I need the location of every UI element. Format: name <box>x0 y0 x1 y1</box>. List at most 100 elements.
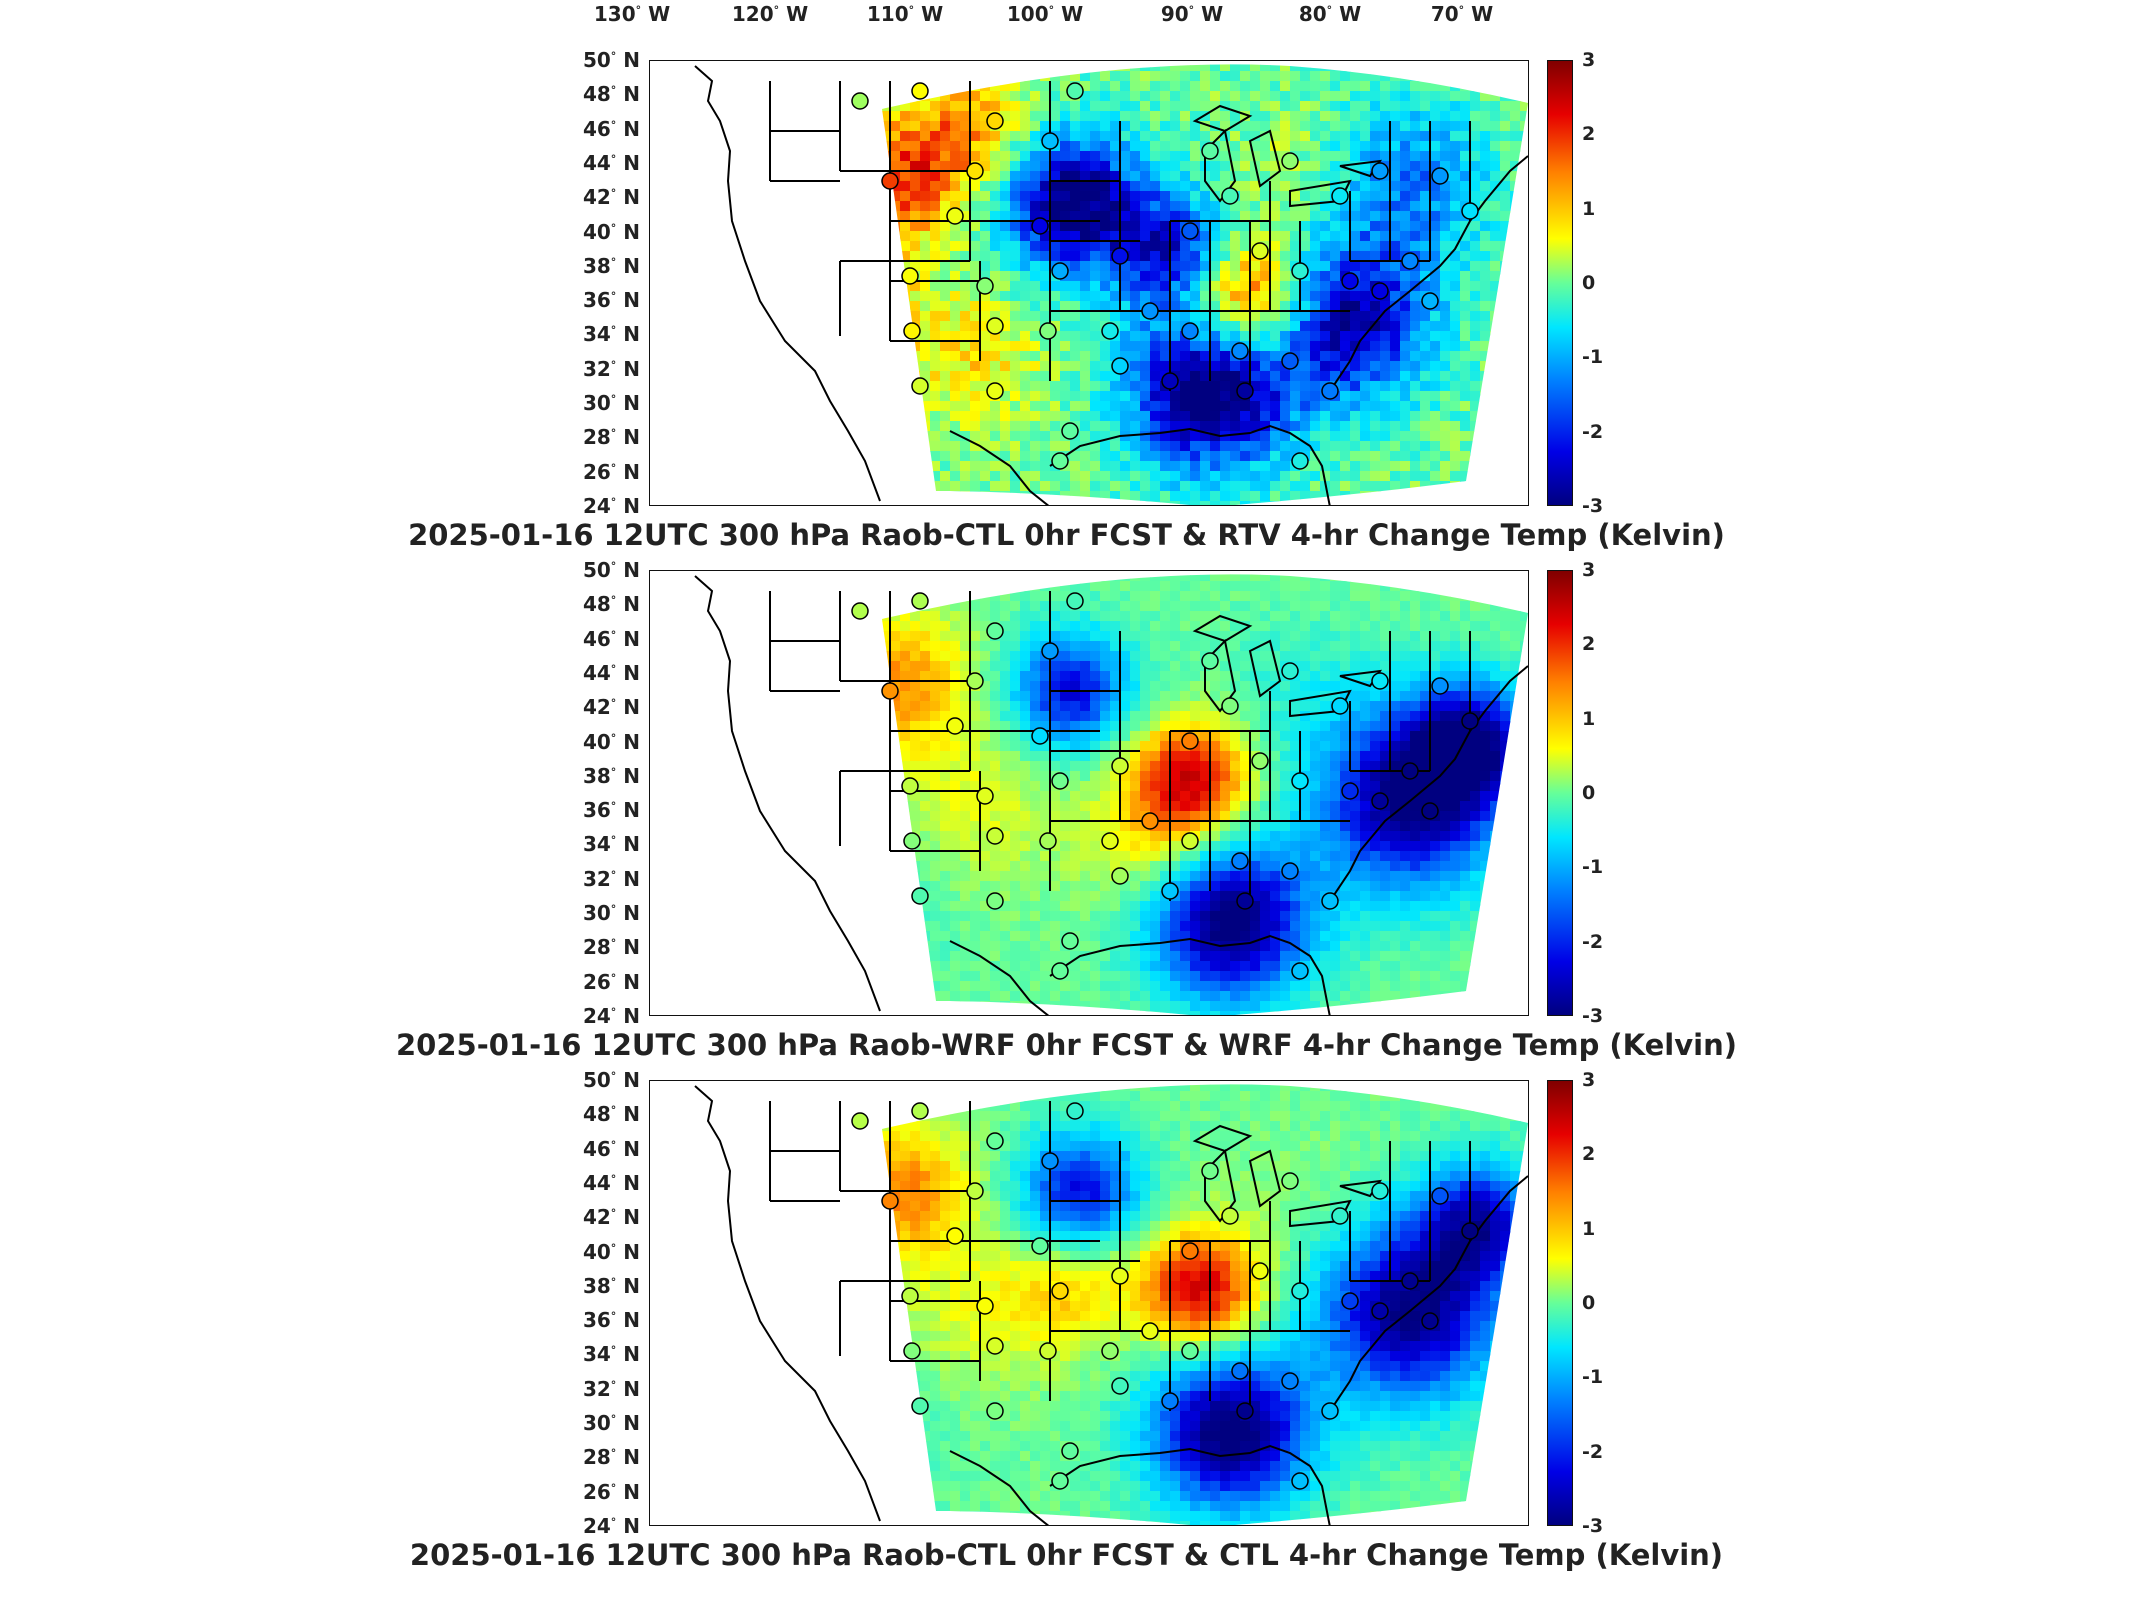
station-marker <box>1111 247 1129 265</box>
latitude-tick-label: 24° N <box>582 494 640 518</box>
longitude-tick-label: 130° W <box>593 2 671 26</box>
station-marker <box>911 1102 929 1120</box>
station-marker <box>903 1342 921 1360</box>
station-marker <box>1401 762 1419 780</box>
latitude-tick-label: 24° N <box>582 1514 640 1538</box>
colorbar-tick-label: -3 <box>1582 1515 1604 1537</box>
station-marker <box>851 1112 869 1130</box>
station-marker <box>1181 732 1199 750</box>
temperature-field-map <box>694 64 1528 505</box>
raob-stations <box>851 592 1479 980</box>
latitude-tick-label: 42° N <box>582 185 640 210</box>
longitude-tick-label: 90° W <box>1160 2 1224 26</box>
station-marker <box>1461 202 1479 220</box>
map-plot-area <box>649 570 1529 1016</box>
latitude-tick-label: 40° N <box>582 219 640 244</box>
station-marker <box>1236 892 1254 910</box>
longitude-tick-label: 120° W <box>731 2 809 26</box>
station-marker <box>1281 152 1299 170</box>
station-marker <box>903 322 921 340</box>
station-marker <box>1221 187 1239 205</box>
station-marker <box>1066 1102 1084 1120</box>
station-marker <box>1251 242 1269 260</box>
longitude-tick-label: 100° W <box>1006 2 1084 26</box>
station-marker <box>1281 862 1299 880</box>
latitude-tick-label: 30° N <box>582 901 640 926</box>
station-marker <box>851 92 869 110</box>
latitude-tick-label: 28° N <box>582 1445 640 1470</box>
temperature-field-map <box>694 574 1528 1015</box>
station-marker <box>1051 1282 1069 1300</box>
station-marker <box>1041 1152 1059 1170</box>
colorbar <box>1547 570 1573 1016</box>
station-marker <box>1371 282 1389 300</box>
colorbar-tick-label: 3 <box>1582 1069 1596 1091</box>
station-marker <box>1291 452 1309 470</box>
latitude-tick-label: 32° N <box>582 1376 640 1401</box>
station-marker <box>1321 892 1339 910</box>
station-marker <box>966 162 984 180</box>
station-marker <box>1141 812 1159 830</box>
latitude-tick-label: 38° N <box>582 1273 640 1298</box>
latitude-tick-label: 28° N <box>582 425 640 450</box>
station-marker <box>1101 322 1119 340</box>
station-marker <box>1371 1182 1389 1200</box>
station-marker <box>1061 1442 1079 1460</box>
latitude-tick-label: 34° N <box>582 1342 640 1367</box>
station-marker <box>1061 932 1079 950</box>
latitude-tick-label: 26° N <box>582 459 640 484</box>
station-marker <box>1111 867 1129 885</box>
station-marker <box>1341 272 1359 290</box>
station-marker <box>1101 1342 1119 1360</box>
station-marker <box>1291 1282 1309 1300</box>
latitude-tick-label: 26° N <box>582 1479 640 1504</box>
station-marker <box>1181 1242 1199 1260</box>
colorbar-tick-label: 0 <box>1582 1292 1596 1314</box>
latitude-tick-label: 48° N <box>582 592 640 617</box>
latitude-tick-label: 50° N <box>582 1068 640 1092</box>
station-marker <box>1031 727 1049 745</box>
political-boundaries <box>694 575 1528 1015</box>
colorbar-tick-label: -2 <box>1582 420 1604 443</box>
station-marker <box>986 382 1004 400</box>
longitude-tick-label: 70° W <box>1430 2 1494 26</box>
station-marker <box>1161 882 1179 900</box>
station-marker <box>1421 1312 1439 1330</box>
latitude-tick-label: 36° N <box>582 288 640 313</box>
station-marker <box>1281 1372 1299 1390</box>
latitude-tick-label: 44° N <box>582 660 640 685</box>
map-plot-area <box>649 1080 1529 1526</box>
station-marker <box>976 1297 994 1315</box>
station-marker <box>1141 302 1159 320</box>
station-marker <box>1161 1392 1179 1410</box>
station-marker <box>1041 642 1059 660</box>
station-marker <box>1051 1472 1069 1490</box>
station-marker <box>911 377 929 395</box>
colorbar-tick-label: 1 <box>1582 1217 1596 1240</box>
latitude-tick-label: 48° N <box>582 82 640 107</box>
latitude-tick-label: 40° N <box>582 1239 640 1264</box>
panel-caption: 2025-01-16 12UTC 300 hPa Raob-CTL 0hr FC… <box>409 1538 1724 1572</box>
station-marker <box>1181 1342 1199 1360</box>
station-marker <box>1039 322 1057 340</box>
station-marker <box>1231 1362 1249 1380</box>
station-marker <box>1066 82 1084 100</box>
station-marker <box>1031 1237 1049 1255</box>
colorbar-tick-label: -3 <box>1582 1005 1604 1027</box>
colorbar-tick-label: -1 <box>1582 346 1604 369</box>
station-marker <box>986 317 1004 335</box>
station-marker <box>946 1227 964 1245</box>
station-marker <box>1181 222 1199 240</box>
colorbar-tick-label: 1 <box>1582 197 1596 220</box>
station-marker <box>976 787 994 805</box>
station-marker <box>1331 1207 1349 1225</box>
station-marker <box>1101 832 1119 850</box>
station-marker <box>1201 142 1219 160</box>
latitude-tick-label: 36° N <box>582 798 640 823</box>
station-marker <box>1111 1377 1129 1395</box>
station-marker <box>1041 132 1059 150</box>
station-marker <box>1201 1162 1219 1180</box>
station-marker <box>1291 772 1309 790</box>
station-marker <box>1181 322 1199 340</box>
station-marker <box>1111 357 1129 375</box>
